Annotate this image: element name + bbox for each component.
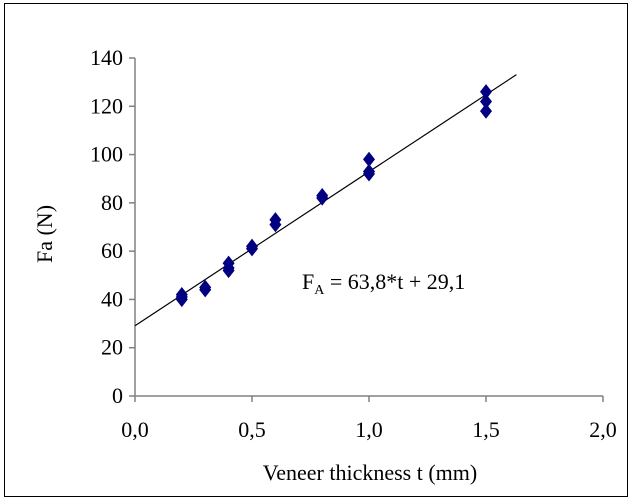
equation-subscript: A	[314, 283, 325, 298]
y-axis-label: Fa (N)	[32, 205, 57, 263]
data-point	[479, 84, 493, 100]
y-tick-label: 100	[90, 142, 123, 167]
data-point	[199, 279, 212, 296]
axes	[129, 57, 604, 402]
y-tick-label: 120	[90, 93, 123, 118]
data-point	[316, 187, 329, 204]
y-tick-label: 80	[101, 190, 123, 215]
data-point	[479, 93, 493, 110]
data-point	[269, 212, 282, 228]
tick-labels: 0 20 40 60 80 100 120 140 0,0 0,5 1,0 1,5 2,0	[90, 45, 617, 442]
y-tick-label: 20	[101, 335, 123, 360]
data-points	[175, 84, 493, 308]
y-tick-label: 40	[101, 286, 123, 311]
data-point	[362, 166, 376, 182]
data-point	[245, 238, 259, 254]
x-axis-label: Veneer thickness t (mm)	[263, 460, 477, 485]
x-tick-label: 0,0	[121, 417, 149, 442]
equation-symbol: F	[302, 269, 314, 294]
x-tick-label: 2,0	[589, 417, 617, 442]
data-point	[362, 151, 376, 168]
chart-frame	[4, 3, 628, 497]
equation-annotation: FA = 63,8*t + 29,1	[302, 269, 465, 298]
x-tick-label: 1,0	[355, 417, 383, 442]
data-point	[175, 289, 188, 305]
data-point	[479, 103, 493, 119]
y-tick-label: 0	[112, 383, 123, 408]
y-tick-label: 60	[101, 238, 123, 263]
equation-body: = 63,8*t + 29,1	[324, 269, 465, 294]
y-tick-label: 140	[90, 45, 123, 70]
data-point	[222, 260, 235, 276]
x-tick-label: 0,5	[238, 417, 266, 442]
x-tick-label: 1,5	[472, 417, 500, 442]
